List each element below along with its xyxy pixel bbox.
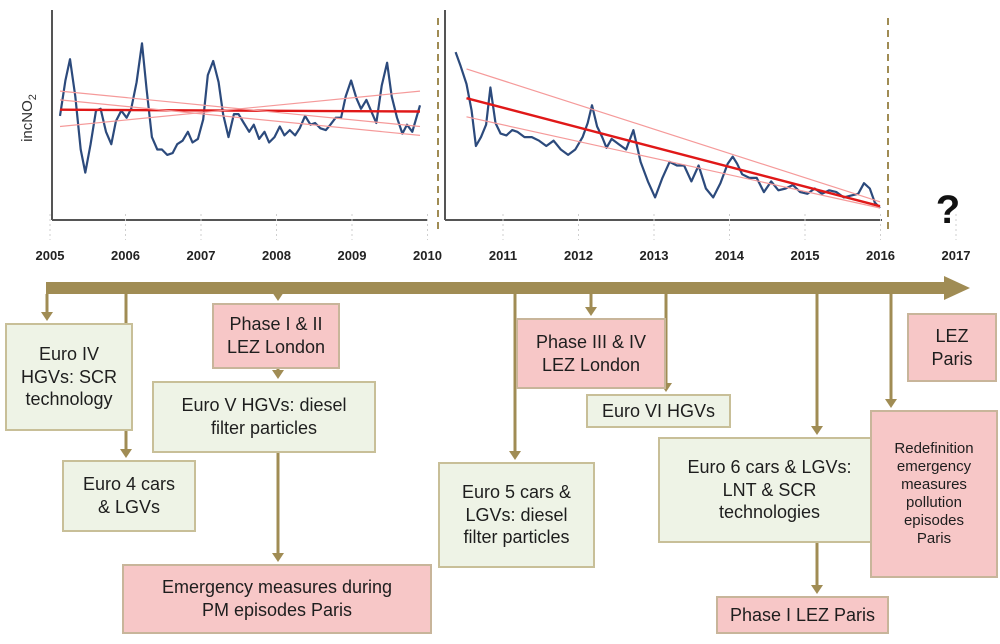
question-mark: ? <box>935 188 961 232</box>
event-box-lez-paris: LEZ Paris <box>907 313 997 382</box>
event-connector-arrowhead <box>272 370 284 379</box>
year-label: 2009 <box>338 248 367 263</box>
event-box-emergency-measures-pm: Emergency measures during PM episodes Pa… <box>122 564 432 634</box>
event-connector-arrowhead <box>120 449 132 458</box>
event-connector-arrowhead <box>509 451 521 460</box>
event-box-euro-iv-hgvs: Euro IV HGVs: SCR technology <box>5 323 133 431</box>
event-connector-arrowhead <box>41 312 53 321</box>
year-label: 2007 <box>187 248 216 263</box>
panel2-band-upper-line <box>466 68 881 203</box>
panel2-band-lower-line <box>466 116 881 209</box>
timeline: 2005 2006 2007 2008 2009 2010 2011 2012 2013 2014… <box>36 214 971 300</box>
year-label: 2006 <box>111 248 140 263</box>
year-label: 2011 <box>489 248 517 263</box>
panel2-observed-line <box>454 51 881 209</box>
timeline-bar <box>46 282 946 294</box>
y-axis-label: incNO2 <box>19 94 39 142</box>
event-box-phase-1-lez-paris: Phase I LEZ Paris <box>716 596 889 634</box>
year-label: 2008 <box>262 248 291 263</box>
event-box-phase-1-2-lez-london: Phase I & II LEZ London <box>212 303 340 369</box>
event-box-phase-3-4-lez-london: Phase III & IV LEZ London <box>516 318 666 389</box>
event-box-euro-4-cars: Euro 4 cars & LGVs <box>62 460 196 532</box>
event-box-euro-vi-hgvs: Euro VI HGVs <box>586 394 731 428</box>
event-connector-arrowhead <box>811 426 823 435</box>
event-connector-arrowhead <box>885 399 897 408</box>
chart-panels <box>51 10 889 232</box>
event-connector-arrowhead <box>272 292 284 301</box>
event-connector-arrowhead <box>272 553 284 562</box>
event-box-euro-5-cars: Euro 5 cars & LGVs: diesel filter partic… <box>438 462 595 568</box>
year-label: 2012 <box>564 248 593 263</box>
year-label: 2010 <box>413 248 442 263</box>
timeline-arrowhead <box>944 276 970 300</box>
event-connector-arrowhead <box>811 585 823 594</box>
event-connector-arrowhead <box>585 307 597 316</box>
event-box-redefinition-emergency: Redefinition emergency measures pollutio… <box>870 410 998 578</box>
panel1-band-lower-line <box>59 90 421 128</box>
year-label: 2013 <box>640 248 669 263</box>
event-box-euro-6-cars: Euro 6 cars & LGVs: LNT & SCR technologi… <box>658 437 881 543</box>
panel1-band-lower-2-line <box>59 99 421 136</box>
year-label: 2016 <box>866 248 895 263</box>
chart-series <box>58 42 881 209</box>
panel1-observed-line <box>58 42 422 174</box>
year-label: 2014 <box>715 248 745 263</box>
year-label: 2005 <box>36 248 65 263</box>
event-box-euro-v-hgvs: Euro V HGVs: diesel filter particles <box>152 381 376 453</box>
panel1-trend-line <box>59 108 421 113</box>
panel2-trend-line <box>466 97 881 208</box>
year-label: 2015 <box>791 248 820 263</box>
year-label: 2017 <box>942 248 971 263</box>
